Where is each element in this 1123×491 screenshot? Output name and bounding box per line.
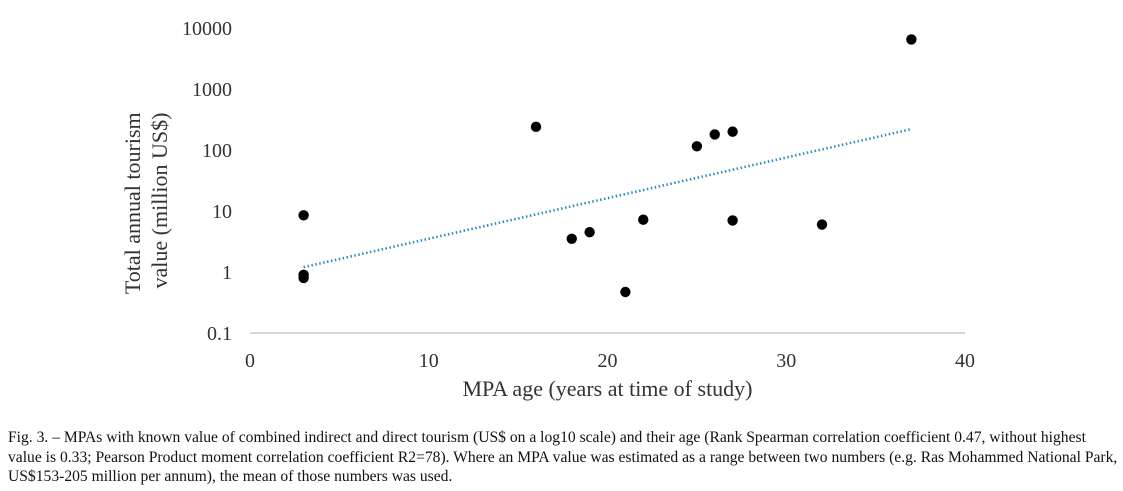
trendline [303,127,912,269]
scatter-chart: 0 10 20 30 40 0.1 1 10 100 1000 10000 MPA age (ye… [120,18,975,401]
y-tick-label: 10000 [182,18,232,40]
y-tick-label: 0.1 [207,323,232,345]
data-point [906,34,917,45]
x-tick-label: 30 [776,350,796,372]
data-point [727,215,738,226]
data-point [584,226,595,238]
data-point [566,233,577,245]
data-points [298,34,917,298]
y-tick-label: 100 [202,140,232,162]
y-axis-title: Total annual tourism value (million US$) [120,107,172,294]
figure-caption: Fig. 3. – MPAs with known value of combi… [8,429,1118,485]
data-point [530,121,542,133]
x-axis-title: MPA age (years at time of study) [462,376,752,401]
y-axis-title-line-1: Total annual tourism [120,112,145,294]
y-axis-title-line-2: value (million US$) [147,113,172,289]
y-tick-label: 1 [222,262,232,284]
data-point [691,141,703,152]
x-tick-label: 10 [419,350,439,372]
x-tick-label: 40 [955,350,975,372]
x-tick-label: 20 [598,350,618,372]
data-point [298,210,309,221]
data-point [638,214,649,225]
data-point [709,129,720,140]
data-point [298,272,309,284]
y-tick-label: 1000 [192,79,232,101]
x-tick-label: 0 [245,350,255,372]
x-tick-labels: 0 10 20 30 40 [245,350,975,372]
y-tick-label: 10 [212,201,232,223]
data-point [620,286,631,298]
data-point [816,219,828,230]
y-tick-labels: 0.1 1 10 100 1000 10000 [182,18,232,345]
data-point [727,126,738,137]
